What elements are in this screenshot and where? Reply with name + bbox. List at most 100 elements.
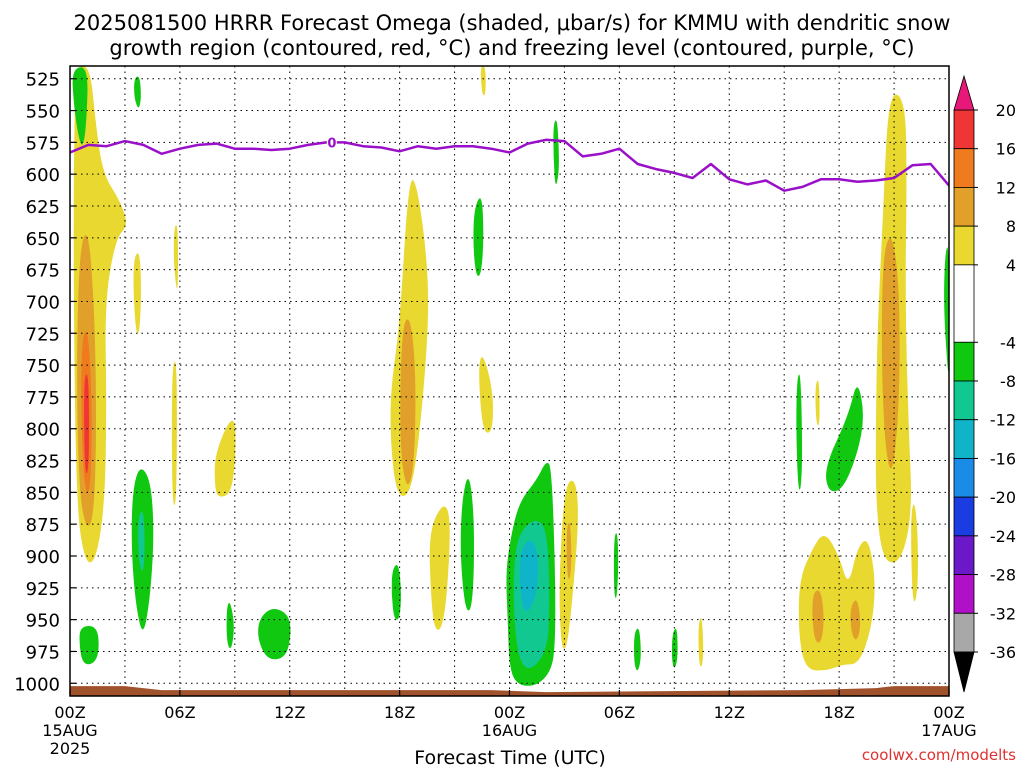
colorbar-label: 8 [1006,217,1016,236]
colorbar-label: -16 [990,449,1016,468]
y-tick-label: 600 [26,165,60,186]
y-tick-label: 850 [26,483,60,504]
colorbar-label: -28 [990,566,1016,585]
omega-region-21 [480,66,486,96]
x-tick-date-label: 16AUG [482,721,537,740]
y-tick-label: 900 [26,547,60,568]
chart-title-line-1: 2025081500 HRRR Forecast Omega (shaded, … [74,11,951,35]
omega-region-41 [911,504,918,602]
omega-region-35 [826,387,863,492]
freezing-level-line [70,138,949,192]
colorbar-bin-7 [953,419,975,459]
omega-region-19 [460,479,475,611]
colorbar-label: -24 [990,527,1016,546]
x-tick-date-label: 15AUG [42,721,97,740]
omega-shading-layer [72,66,949,686]
colorbar-label: -36 [990,643,1016,662]
grid-layer [70,66,949,696]
omega-region-6 [134,76,141,108]
x-tick-label: 00Z [933,703,964,722]
omega-region-28 [566,522,572,579]
y-tick-label: 675 [26,261,60,282]
colorbar-label: -4 [1000,333,1016,352]
omega-region-38 [850,600,861,640]
x-tick-label: 18Z [384,703,415,722]
y-tick-label: 1000 [14,674,60,695]
colorbar-label: 20 [996,101,1016,120]
omega-region-9 [171,361,177,506]
y-tick-label: 950 [26,611,60,632]
colorbar-bin-10 [953,535,975,575]
omega-region-4 [72,67,88,145]
colorbar-bin-8 [953,458,975,498]
omega-region-5 [79,626,99,665]
x-tick-label: 18Z [823,703,854,722]
omega-region-13 [226,603,234,649]
omega-region-8 [173,225,178,289]
watermark-text: coolwx.com/modelts [862,746,1016,764]
omega-region-31 [671,628,678,668]
x-tick-label: 06Z [604,703,635,722]
omega-region-32 [698,618,704,667]
colorbar-label: 16 [996,140,1016,159]
colorbar-min-arrow [953,651,975,693]
omega-region-18 [429,506,450,630]
colorbar-label: -20 [990,488,1016,507]
plot-area: 0 [69,65,950,697]
y-tick-label: 975 [26,642,60,663]
freezing-label-bg [326,135,337,150]
y-axis-pressure: 525 550 575 600 625 650 675 700 725 750 775 800 825 8… [14,70,76,695]
omega-region-30 [634,628,641,671]
omega-region-14 [258,609,291,660]
x-axis-label: Forecast Time (UTC) [414,747,605,768]
colorbar-bin-4 [953,264,975,343]
y-tick-label: 775 [26,388,60,409]
colorbar-bin-11 [953,574,975,614]
x-tick-label: 12Z [714,703,745,722]
omega-colorbar: 20 16 12 8 4 -4 -8 -12 -16 -20 -24 -28 -32 -36 [953,74,1016,693]
colorbar-bin-2 [953,187,975,227]
y-tick-label: 825 [26,452,60,473]
x-tick-date-label: 17AUG [921,721,976,740]
x-tick-label: 00Z [54,703,85,722]
y-tick-label: 550 [26,102,60,123]
colorbar-bin-9 [953,496,975,537]
colorbar-bin-1 [953,148,975,188]
omega-region-34 [815,380,820,426]
omega-region-37 [812,590,824,643]
omega-region-11 [138,511,145,571]
omega-region-40 [881,238,900,469]
colorbar-label: -32 [990,604,1016,623]
omega-region-42 [944,247,949,373]
omega-region-7 [133,253,141,334]
freezing-level-contour-label: 0 [327,136,336,151]
y-tick-label: 700 [26,292,60,313]
y-tick-label: 800 [26,420,60,441]
colorbar-max-arrow [953,74,975,111]
colorbar-bin-6 [953,380,975,421]
x-tick-label: 00Z [494,703,525,722]
colorbar-bin-3 [953,225,975,266]
y-tick-label: 625 [26,197,60,218]
omega-region-26 [553,120,559,185]
omega-region-16 [400,319,416,485]
omega-region-29 [613,533,619,598]
omega-region-3 [84,374,89,474]
omega-region-12 [214,420,236,497]
x-tick-label: 12Z [274,703,305,722]
colorbar-bin-5 [953,341,975,382]
x-tick-label: 06Z [164,703,195,722]
colorbar-label: 4 [1006,256,1016,275]
colorbar-bin-0 [953,109,975,150]
y-tick-label: 750 [26,356,60,377]
omega-region-25 [519,540,539,611]
freezing-level-layer: 0 [70,135,949,192]
y-tick-label: 875 [26,515,60,536]
y-tick-label: 525 [26,70,60,91]
y-tick-label: 925 [26,579,60,600]
y-tick-label: 650 [26,229,60,250]
colorbar-label: -12 [990,411,1016,430]
omega-region-22 [479,357,493,433]
